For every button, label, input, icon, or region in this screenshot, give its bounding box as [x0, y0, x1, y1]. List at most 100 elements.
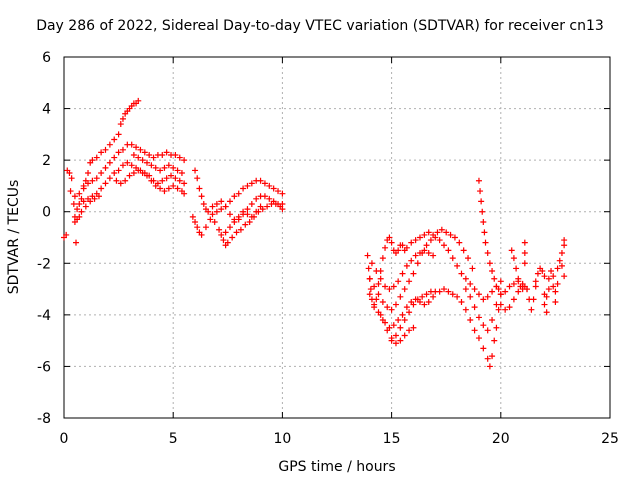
data-point: [493, 324, 500, 331]
x-tick-label: 25: [601, 431, 619, 447]
data-point: [161, 164, 168, 171]
data-point: [122, 177, 129, 184]
data-point: [397, 324, 404, 331]
data-point: [220, 237, 227, 244]
x-tick-label: 20: [492, 431, 510, 447]
data-point: [170, 164, 177, 171]
data-point: [421, 231, 428, 238]
data-point: [548, 268, 555, 275]
data-point: [502, 306, 509, 313]
data-point: [471, 327, 478, 334]
data-point: [484, 249, 491, 256]
data-point: [102, 164, 109, 171]
data-point: [482, 239, 489, 246]
data-point: [395, 278, 402, 285]
data-point: [115, 167, 122, 174]
data-point: [510, 280, 517, 287]
data-point: [67, 188, 74, 195]
data-point: [246, 219, 253, 226]
data-point: [237, 226, 244, 233]
data-point: [543, 309, 550, 316]
data-point: [135, 167, 142, 174]
data-point: [399, 270, 406, 277]
data-point: [213, 200, 220, 207]
data-point: [382, 244, 389, 251]
data-point: [392, 301, 399, 308]
data-point: [365, 265, 372, 272]
data-point: [477, 188, 484, 195]
data-point: [401, 286, 408, 293]
data-point: [423, 291, 430, 298]
data-point: [111, 154, 118, 161]
data-point: [425, 249, 432, 256]
y-tick-label: 0: [42, 205, 51, 221]
data-point: [275, 188, 282, 195]
data-point: [66, 170, 73, 177]
data-point: [443, 229, 450, 236]
data-point: [388, 306, 395, 313]
data-point: [451, 234, 458, 241]
data-point: [408, 257, 415, 264]
data-point: [377, 275, 384, 282]
data-point: [111, 170, 118, 177]
data-point: [159, 177, 166, 184]
data-point: [539, 268, 546, 275]
data-point: [194, 175, 201, 182]
data-point: [364, 252, 371, 259]
data-point: [502, 288, 509, 295]
data-point: [543, 293, 550, 300]
data-point: [480, 322, 487, 329]
data-point: [368, 260, 375, 267]
y-tick-label: -2: [37, 256, 51, 272]
y-tick-label: -4: [37, 308, 51, 324]
data-point: [89, 157, 96, 164]
data-point: [458, 298, 465, 305]
data-point: [126, 172, 133, 179]
data-point: [178, 170, 185, 177]
data-point: [462, 306, 469, 313]
data-point: [510, 296, 517, 303]
data-point: [218, 231, 225, 238]
data-point: [390, 283, 397, 290]
data-point: [98, 185, 105, 192]
data-point: [384, 304, 391, 311]
data-point: [395, 317, 402, 324]
data-point: [438, 226, 445, 233]
y-tick-label: 4: [42, 102, 51, 118]
data-point: [401, 317, 408, 324]
data-point: [382, 319, 389, 326]
data-point: [257, 203, 264, 210]
data-point: [506, 304, 513, 311]
data-point: [163, 175, 170, 182]
data-point: [133, 144, 140, 151]
data-point: [371, 283, 378, 290]
data-point: [558, 262, 565, 269]
data-point: [152, 182, 159, 189]
data-point: [137, 146, 144, 153]
axis-ticks: 0 5 10 15 20 25 -8 -6 -4 -2 0 2 4 6: [37, 50, 619, 447]
data-point: [480, 345, 487, 352]
data-point: [449, 291, 456, 298]
data-point: [235, 213, 242, 220]
data-point: [244, 206, 251, 213]
data-point: [410, 324, 417, 331]
data-point: [467, 293, 474, 300]
data-point: [521, 260, 528, 267]
data-point: [135, 97, 142, 104]
data-point: [545, 286, 552, 293]
data-point: [524, 286, 531, 293]
data-point: [128, 141, 135, 148]
data-point: [550, 283, 557, 290]
data-point: [279, 206, 286, 213]
data-point: [379, 298, 386, 305]
data-point: [454, 293, 461, 300]
data-point: [430, 293, 437, 300]
data-point: [425, 229, 432, 236]
data-point: [148, 162, 155, 169]
data-point: [386, 286, 393, 293]
data-point: [181, 157, 188, 164]
data-point: [242, 221, 249, 228]
data-point: [386, 324, 393, 331]
data-point: [406, 309, 413, 316]
